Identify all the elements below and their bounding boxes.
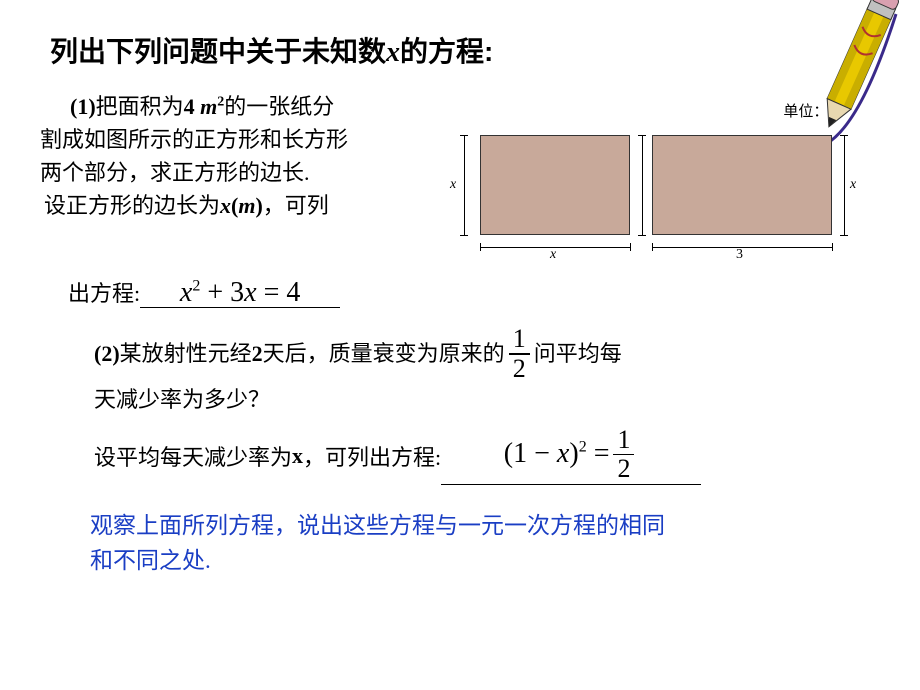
problem-1-text: (1)把面积为4 m2的一张纸分 割成如图所示的正方形和长方形 两个部分，求正方…	[40, 90, 440, 222]
dim-tick	[630, 243, 631, 251]
diagram-square	[480, 135, 630, 235]
p2-l1a: 某放射性元经	[120, 336, 252, 371]
dim-x-right: x	[850, 177, 856, 193]
p1-l4-var: x	[220, 193, 231, 218]
p2-answer-blank: (1 − x)2 = 1 2	[441, 427, 701, 486]
problem-1: (1)把面积为4 m2的一张纸分 割成如图所示的正方形和长方形 两个部分，求正方…	[40, 90, 880, 265]
dim-tick	[840, 135, 848, 136]
page-title: 列出下列问题中关于未知数x的方程:	[50, 30, 880, 70]
p2-days: 2	[252, 336, 263, 371]
p1-number: (1)	[70, 94, 96, 119]
p2-l1c: 问平均每	[534, 336, 622, 371]
p1-l2: 割成如图所示的正方形和长方形	[40, 127, 348, 152]
p2-frac-num: 1	[509, 326, 530, 352]
problem-1-answer-row: 出方程: x2 + 3x = 4	[40, 273, 880, 308]
dim-tick	[638, 135, 646, 136]
eq2-num: 1	[613, 427, 634, 453]
p1-l3: 两个部分，求正方形的边长.	[40, 160, 310, 185]
p2-set-var: x	[292, 443, 303, 469]
equation-2: (1 − x)2 =	[504, 438, 610, 470]
title-var: x	[386, 37, 400, 68]
p1-l4-cparen: )	[255, 193, 262, 218]
diagram-rectangle	[652, 135, 832, 235]
problem-2-answer-row: 设平均每天减少率为x，可列出方程: (1 − x)2 = 1 2	[40, 427, 880, 486]
diagram-unit-label: 单位：m	[450, 100, 840, 121]
p1-answer-blank: x2 + 3x = 4	[140, 273, 340, 308]
p1-answer-label: 出方程:	[68, 276, 140, 308]
dim-bar	[464, 135, 465, 235]
eq2-close: )	[569, 438, 578, 469]
diagram: x x x 3	[450, 125, 870, 265]
eq1-plus: + 3	[200, 277, 244, 308]
title-post: 的方程:	[400, 36, 493, 67]
diagram-container: 单位：m x x	[450, 100, 870, 265]
eq2-sup: 2	[579, 439, 587, 456]
p2-frac-den: 2	[509, 356, 530, 382]
p1-l4a: 设正方形的边长为	[44, 193, 220, 218]
dim-tick	[652, 243, 653, 251]
dim-tick	[840, 235, 848, 236]
p2-set-b: ，可列出方程:	[303, 440, 441, 472]
dim-bar	[642, 135, 643, 235]
eq2-eq: =	[587, 438, 610, 469]
obs-line-1: 观察上面所列方程，说出这些方程与一元一次方程的相同	[90, 509, 880, 544]
dim-x-left: x	[450, 177, 456, 193]
p1-l4-m: m	[238, 193, 255, 218]
title-pre: 列出下列问题中关于未知数	[50, 36, 386, 67]
p1-l1a: 把面积为	[96, 94, 184, 119]
eq1-x2: x	[244, 277, 256, 308]
p1-unit: m	[200, 94, 217, 119]
p2-l1b: 天后，质量衰变为原来的	[263, 336, 505, 371]
eq2-open: (1 −	[504, 438, 557, 469]
eq2-fraction: 1 2	[613, 427, 634, 483]
problem-2: (2)某放射性元经2天后，质量衰变为原来的 1 2 问平均每 天减少率为多少？	[40, 326, 880, 417]
eq1-x1: x	[180, 277, 192, 308]
dim-3: 3	[736, 247, 743, 263]
dim-tick	[638, 235, 646, 236]
dim-x-bottom: x	[550, 247, 556, 263]
p2-set-a: 设平均每天减少率为	[94, 440, 292, 472]
p1-area: 4	[184, 94, 195, 119]
p2-number: (2)	[94, 336, 120, 371]
dim-tick	[460, 135, 468, 136]
obs-line-2: 和不同之处.	[90, 544, 880, 579]
dim-tick	[832, 243, 833, 251]
dim-tick	[460, 235, 468, 236]
observation-text: 观察上面所列方程，说出这些方程与一元一次方程的相同 和不同之处.	[40, 509, 880, 578]
eq2-x: x	[557, 438, 569, 469]
equation-1: x2 + 3x = 4	[180, 277, 300, 308]
p1-l1b: 的一张纸分	[224, 94, 334, 119]
eq2-den: 2	[613, 456, 634, 482]
dim-bar	[844, 135, 845, 235]
eq1-eq: = 4	[257, 277, 301, 308]
p1-l4b: ，可列	[263, 193, 329, 218]
p2-l2: 天减少率为多少？	[94, 382, 880, 417]
dim-tick	[480, 243, 481, 251]
p2-fraction: 1 2	[509, 326, 530, 382]
